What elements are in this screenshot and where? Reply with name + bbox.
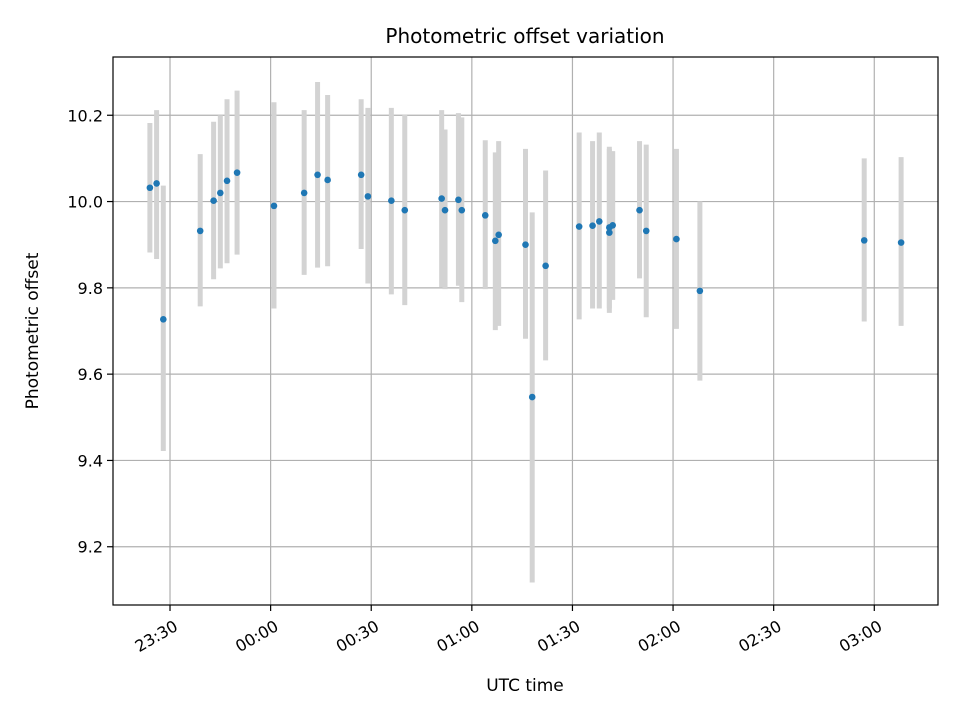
y-tick-label: 9.2 [78, 538, 103, 557]
data-point [458, 206, 466, 214]
plot-frame [112, 56, 939, 606]
data-point [455, 196, 462, 204]
data-point [528, 393, 536, 401]
data-point [401, 206, 409, 214]
data-point [196, 227, 204, 235]
data-point [522, 241, 529, 249]
data-point [642, 227, 650, 235]
data-point [217, 189, 224, 197]
data-point [153, 180, 160, 187]
data-point [388, 197, 395, 204]
y-tick-label: 10.0 [67, 193, 103, 212]
data-point [160, 316, 167, 323]
data-point [636, 206, 643, 214]
x-axis-label: UTC time [486, 676, 564, 696]
data-point [146, 184, 154, 192]
y-axis-ticks: 9.2 9.4 9.6 9.8 10.0 10.2 [67, 106, 113, 557]
y-tick-label: 9.4 [78, 451, 103, 470]
data-point [223, 177, 231, 185]
y-tick-label: 10.2 [67, 106, 103, 125]
data-point [606, 229, 613, 236]
data-point [270, 202, 278, 210]
data-point [609, 221, 616, 229]
data-point [575, 223, 583, 230]
data-point [364, 193, 372, 200]
data-point [589, 222, 596, 230]
data-point [542, 262, 549, 270]
data-point [595, 218, 603, 225]
data-point [300, 189, 308, 197]
data-point [233, 169, 241, 176]
data-point [897, 239, 905, 246]
data-point [314, 171, 321, 179]
data-point [860, 237, 868, 244]
data-point [481, 212, 489, 219]
data-point [324, 176, 331, 184]
data-point [495, 231, 502, 239]
y-tick-label: 9.8 [78, 279, 103, 298]
data-point [210, 197, 217, 204]
data-point [696, 287, 704, 295]
data-point [438, 195, 445, 202]
data-point [673, 235, 680, 243]
y-axis-label: Photometric offset [23, 252, 43, 409]
data-points [146, 169, 905, 401]
data-point [357, 171, 365, 179]
data-point [441, 206, 449, 214]
y-tick-label: 9.6 [78, 365, 103, 384]
data-point [492, 237, 499, 245]
chart-title: Photometric offset variation [385, 24, 664, 48]
